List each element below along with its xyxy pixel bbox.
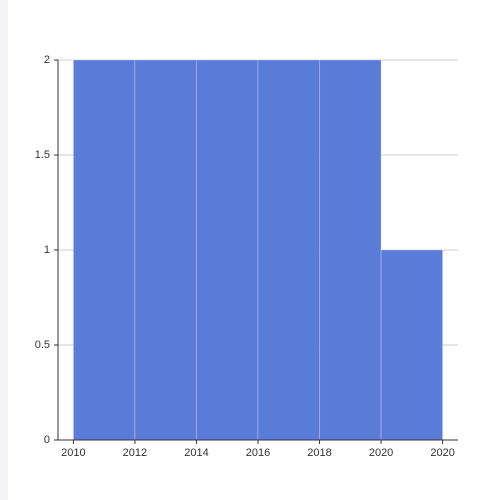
y-tick-label: 0.5 [35, 339, 50, 351]
bar [134, 59, 197, 441]
x-tick-label: 2014 [184, 447, 208, 459]
bar [195, 59, 259, 441]
bar [319, 59, 382, 441]
y-tick-label: 1.5 [35, 149, 50, 161]
x-tick-label: 2010 [61, 447, 85, 459]
bar [257, 59, 321, 441]
x-tick-label: 2016 [246, 447, 270, 459]
bar [380, 249, 444, 441]
x-tick-label: 2018 [307, 447, 331, 459]
bar [72, 59, 136, 441]
side-strip [0, 0, 8, 500]
x-tick-label: 2012 [123, 447, 147, 459]
x-tick-label: 2020 [369, 447, 393, 459]
y-tick-label: 2 [44, 54, 50, 66]
y-tick-label: 1 [44, 244, 50, 256]
x-tick-label: 2020 [430, 447, 454, 459]
y-tick-label: 0 [44, 434, 50, 446]
